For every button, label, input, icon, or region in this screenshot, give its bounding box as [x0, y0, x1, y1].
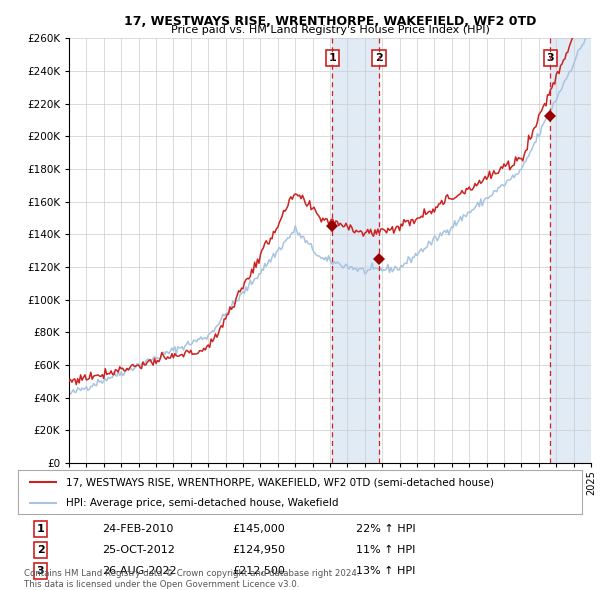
Text: 17, WESTWAYS RISE, WRENTHORPE, WAKEFIELD, WF2 0TD (semi-detached house): 17, WESTWAYS RISE, WRENTHORPE, WAKEFIELD…	[66, 477, 494, 487]
Text: 22% ↑ HPI: 22% ↑ HPI	[356, 525, 416, 535]
Text: 1: 1	[37, 525, 44, 535]
Text: £212,500: £212,500	[232, 566, 285, 576]
Text: 25-OCT-2012: 25-OCT-2012	[103, 545, 175, 555]
Text: 24-FEB-2010: 24-FEB-2010	[103, 525, 174, 535]
Text: 13% ↑ HPI: 13% ↑ HPI	[356, 566, 416, 576]
Text: HPI: Average price, semi-detached house, Wakefield: HPI: Average price, semi-detached house,…	[66, 497, 338, 507]
Text: 1: 1	[329, 53, 337, 63]
Text: 3: 3	[37, 566, 44, 576]
Text: 3: 3	[546, 53, 554, 63]
Text: 2: 2	[375, 53, 383, 63]
Text: 17, WESTWAYS RISE, WRENTHORPE, WAKEFIELD, WF2 0TD: 17, WESTWAYS RISE, WRENTHORPE, WAKEFIELD…	[124, 15, 536, 28]
Text: 11% ↑ HPI: 11% ↑ HPI	[356, 545, 416, 555]
Bar	[332, 38, 379, 463]
Text: Price paid vs. HM Land Registry's House Price Index (HPI): Price paid vs. HM Land Registry's House …	[170, 25, 490, 35]
Text: £145,000: £145,000	[232, 525, 285, 535]
Text: 2: 2	[37, 545, 44, 555]
Bar	[550, 38, 591, 463]
Text: £124,950: £124,950	[232, 545, 286, 555]
Text: Contains HM Land Registry data © Crown copyright and database right 2024.
This d: Contains HM Land Registry data © Crown c…	[24, 569, 359, 589]
Text: 26-AUG-2022: 26-AUG-2022	[103, 566, 177, 576]
